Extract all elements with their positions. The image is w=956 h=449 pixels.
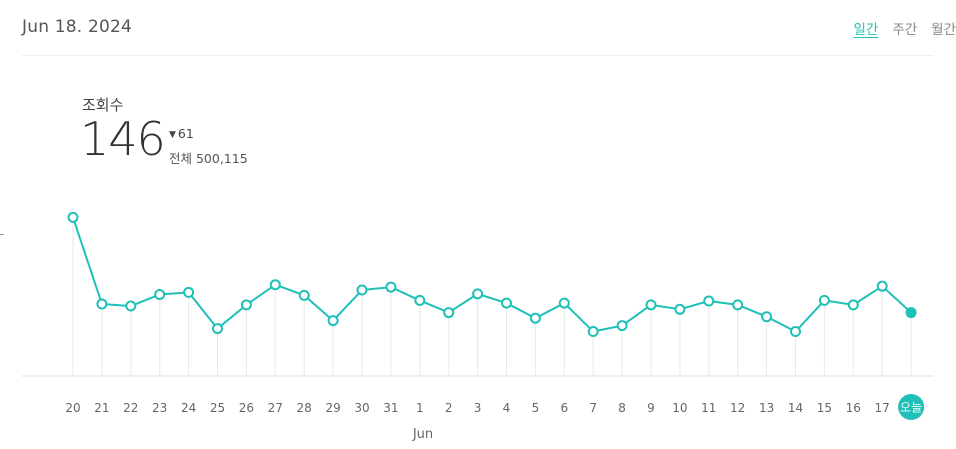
x-tick-label: 21 bbox=[94, 401, 109, 415]
x-tick-label: 10 bbox=[672, 401, 687, 415]
data-point bbox=[154, 288, 166, 300]
data-point bbox=[125, 300, 137, 312]
data-point bbox=[327, 315, 339, 327]
data-point bbox=[732, 299, 744, 311]
data-point bbox=[443, 307, 455, 319]
x-tick-label: 8 bbox=[618, 401, 626, 415]
metric-total: 전체 500,115 bbox=[169, 151, 248, 166]
x-tick-label: 3 bbox=[474, 401, 482, 415]
data-point bbox=[385, 281, 397, 293]
series-line bbox=[72, 217, 912, 333]
x-tick-label: 24 bbox=[181, 401, 196, 415]
data-point bbox=[472, 288, 484, 300]
header-divider bbox=[22, 55, 934, 56]
x-tick-label: 12 bbox=[730, 401, 745, 415]
data-point bbox=[905, 307, 917, 319]
x-tick-label: 15 bbox=[817, 401, 832, 415]
x-tick-label: 31 bbox=[383, 401, 398, 415]
tab-monthly[interactable]: 월간 bbox=[931, 22, 956, 38]
x-tick-label: 9 bbox=[647, 401, 655, 415]
x-tick-label: 28 bbox=[297, 401, 312, 415]
data-point bbox=[356, 284, 368, 296]
data-point bbox=[645, 299, 657, 311]
data-point bbox=[183, 286, 195, 298]
x-tick-label: 4 bbox=[503, 401, 511, 415]
data-point bbox=[67, 211, 79, 223]
today-badge bbox=[898, 394, 925, 420]
data-point bbox=[558, 297, 570, 309]
x-tick-label: 22 bbox=[123, 401, 138, 415]
metric-title: 조회수 bbox=[82, 96, 124, 114]
x-tick-label: 17 bbox=[875, 401, 890, 415]
x-tick-label: 20 bbox=[65, 401, 80, 415]
y-axis-tick bbox=[0, 234, 4, 235]
data-point bbox=[847, 299, 859, 311]
x-tick-label: 16 bbox=[846, 401, 861, 415]
data-point bbox=[269, 279, 281, 291]
x-tick-label: 29 bbox=[325, 401, 340, 415]
data-point bbox=[761, 311, 773, 323]
x-tick-label: 11 bbox=[701, 401, 716, 415]
data-point bbox=[790, 326, 801, 338]
down-arrow-icon: ▼ bbox=[169, 130, 176, 140]
metric-change: ▼ 61 bbox=[169, 126, 194, 141]
metric-value: 146 bbox=[80, 112, 166, 166]
x-tick-label: 30 bbox=[354, 401, 369, 415]
data-point bbox=[501, 297, 512, 309]
x-tick-label: 25 bbox=[210, 401, 225, 415]
period-tabs: 일간 주간 월간 bbox=[839, 18, 956, 38]
x-tick-label: 13 bbox=[759, 401, 774, 415]
x-tick-label: 5 bbox=[532, 401, 540, 415]
data-point bbox=[529, 312, 541, 324]
data-point bbox=[96, 298, 108, 310]
data-point bbox=[876, 280, 888, 292]
data-point bbox=[818, 294, 830, 306]
x-tick-label: 7 bbox=[589, 401, 597, 415]
x-tick-label: 오늘 bbox=[900, 401, 922, 415]
data-point bbox=[703, 295, 715, 307]
data-point bbox=[587, 326, 599, 338]
tab-weekly[interactable]: 주간 bbox=[892, 22, 918, 38]
data-point bbox=[616, 320, 628, 332]
data-point bbox=[674, 303, 686, 315]
data-point bbox=[240, 299, 252, 311]
x-tick-label: 6 bbox=[560, 401, 568, 415]
data-point bbox=[298, 289, 310, 301]
data-point bbox=[414, 294, 426, 306]
tab-daily[interactable]: 일간 bbox=[853, 22, 879, 38]
data-point bbox=[212, 323, 223, 335]
x-tick-label: 14 bbox=[788, 401, 803, 415]
x-tick-label: 23 bbox=[152, 401, 167, 415]
x-tick-label: 27 bbox=[268, 401, 283, 415]
x-tick-label: 26 bbox=[239, 401, 254, 415]
x-tick-label: 1 bbox=[416, 401, 424, 415]
x-tick-label: 2 bbox=[445, 401, 453, 415]
date-label: Jun 18. 2024 bbox=[22, 17, 133, 37]
metric-change-value: 61 bbox=[177, 126, 194, 141]
x-axis-month-label: Jun bbox=[412, 427, 434, 442]
